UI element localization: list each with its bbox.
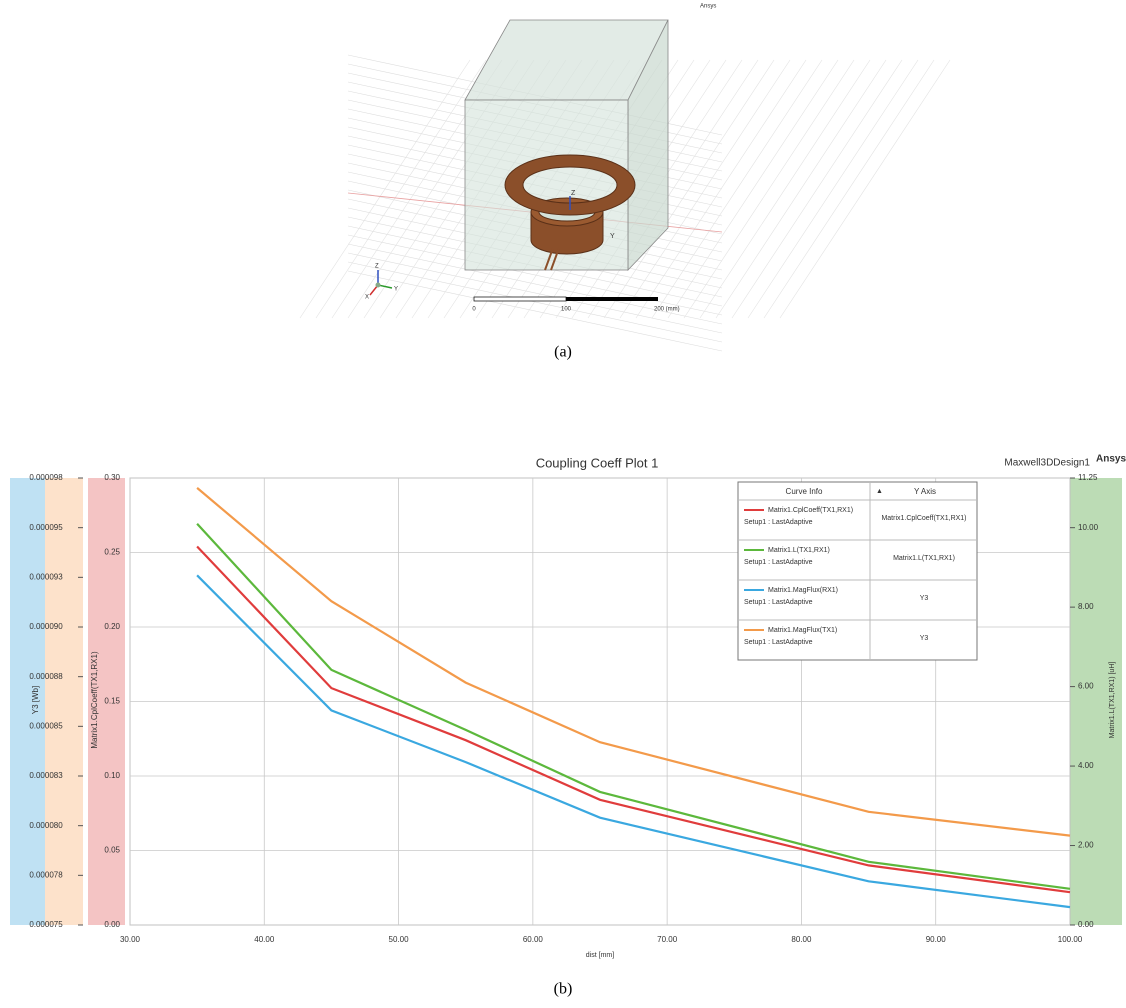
brand: Ansys [1096,454,1126,465]
y3-axis-label: Y3 [Wb] [31,686,40,714]
floor-line [716,60,886,318]
brand: Ansys [700,4,716,10]
y-tick-label: 0.25 [104,548,120,557]
y-tick-label: 0.05 [104,846,120,855]
triad-origin [376,283,381,288]
y-tick-label: 0.00 [104,920,120,929]
legend: Curve Info ▲ Y Axis Matrix1.CplCoeff(TX1… [738,482,977,660]
legend-label: Matrix1.MagFlux(RX1) [768,587,838,594]
scale-bar [474,297,566,301]
floor-line [748,60,918,318]
legend-header: Y Axis [914,487,936,496]
legend-label: Matrix1.CplCoeff(TX1,RX1) [768,507,853,514]
x-tick-label: 90.00 [926,935,947,944]
scale-label: 100 [561,307,572,313]
chart-title: Coupling Coeff Plot 1 [536,455,659,470]
y3-tick-label: 0.000078 [29,870,63,879]
y2-tick-label: 6.00 [1078,682,1094,691]
y3-tick-label: 0.000095 [29,523,63,532]
y3-tick-label: 0.000098 [29,473,63,482]
y3-tick-label: 0.000075 [29,920,63,929]
legend-axis: Y3 [920,595,929,602]
figure: Z Y Ansys Z Y X 0 100 200 (mm) (a) (b) C… [0,0,1126,1003]
x-tick-label: 60.00 [523,935,544,944]
y2-tick-label: 11.25 [1078,473,1098,482]
y3-tick-label: 0.000083 [29,771,63,780]
axis-label: Z [571,190,576,197]
x-tick-label: 70.00 [657,935,678,944]
y-tick-label: 0.15 [104,697,120,706]
y-tick-label: 0.30 [104,473,120,482]
axis-label: Y [610,233,615,240]
y-tick-label: 0.10 [104,771,120,780]
y2-tick-label: 4.00 [1078,761,1094,770]
legend-axis: Matrix1.CplCoeff(TX1,RX1) [881,515,966,522]
sort-icon: ▲ [876,488,883,495]
caption: (b) [554,981,573,998]
y-tick-label: 0.20 [104,622,120,631]
legend-axis: Matrix1.L(TX1,RX1) [893,555,955,562]
model-view: Z Y Ansys Z Y X 0 100 200 (mm) [300,0,950,351]
y3-tick-label: 0.000093 [29,572,63,581]
legend-setup: Setup1 : LastAdaptive [744,639,813,646]
y3-tick-label: 0.000085 [29,721,63,730]
y3-tick-label: 0.000090 [29,622,63,631]
x-tick-label: 30.00 [120,935,141,944]
legend-setup: Setup1 : LastAdaptive [744,599,813,606]
triad-label: Z [375,264,379,270]
scale-bar [566,297,658,301]
x-tick-label: 40.00 [254,935,275,944]
floor-line [700,60,870,318]
y2-axis-label: Matrix1.L(TX1,RX1) [uH] [1109,662,1116,739]
x-tick-label: 50.00 [389,935,410,944]
caption: (a) [554,344,572,361]
x-tick-label: 100.00 [1058,935,1083,944]
x-tick-label: 80.00 [791,935,812,944]
y-axis-label: Matrix1.CplCoeff(TX1,RX1) [90,651,99,749]
y2-tick-label: 8.00 [1078,602,1094,611]
y3-tick-label: 0.000080 [29,821,63,830]
legend-label: Matrix1.MagFlux(TX1) [768,627,837,634]
y2-tick-label: 2.00 [1078,841,1094,850]
scale-label: 200 (mm) [654,307,680,313]
legend-header: Curve Info [786,487,823,496]
legend-axis: Y3 [920,635,929,642]
legend-setup: Setup1 : LastAdaptive [744,559,813,566]
y3-axis-panel [45,478,83,925]
floor-line [780,60,950,318]
legend-label: Matrix1.L(TX1,RX1) [768,547,830,554]
floor-line [764,60,934,318]
triad-label: X [365,295,369,301]
y2-tick-label: 10.00 [1078,523,1099,532]
design-name: Maxwell3DDesign1 [1004,458,1090,469]
floor-line [732,60,902,318]
triad-label: Y [394,287,398,293]
y3-tick-label: 0.000088 [29,672,63,681]
x-axis-label: dist [mm] [586,952,614,959]
legend-setup: Setup1 : LastAdaptive [744,519,813,526]
y2-tick-label: 0.00 [1078,920,1094,929]
